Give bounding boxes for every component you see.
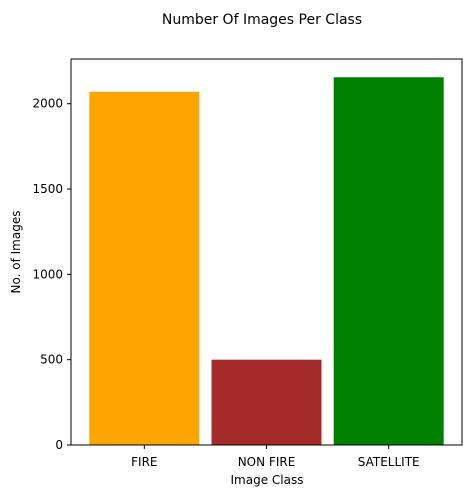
x-tick-label: FIRE	[131, 455, 157, 469]
y-tick-label: 2000	[32, 97, 63, 111]
y-axis-label: No. of Images	[9, 211, 23, 294]
x-tick-label: SATELLITE	[358, 455, 420, 469]
x-axis-label: Image Class	[231, 473, 304, 487]
x-axis-ticks: FIRE NON FIRE SATELLITE	[131, 445, 420, 469]
plot-area: 0 500 1000 1500 2000 FIRE NON FIRE SATELLITE	[32, 58, 463, 469]
y-axis-ticks: 0 500 1000 1500 2000	[32, 97, 71, 452]
bar-fire	[89, 91, 200, 446]
chart-title: Number Of Images Per Class	[162, 12, 362, 28]
y-tick-label: 1000	[32, 267, 63, 281]
bar-non-fire	[211, 359, 322, 445]
y-tick-label: 1500	[32, 182, 63, 196]
bar-satellite	[333, 77, 444, 445]
x-tick-label: NON FIRE	[238, 455, 296, 469]
y-tick-label: 0	[55, 438, 63, 452]
y-tick-label: 500	[40, 353, 63, 367]
bars	[89, 77, 444, 446]
